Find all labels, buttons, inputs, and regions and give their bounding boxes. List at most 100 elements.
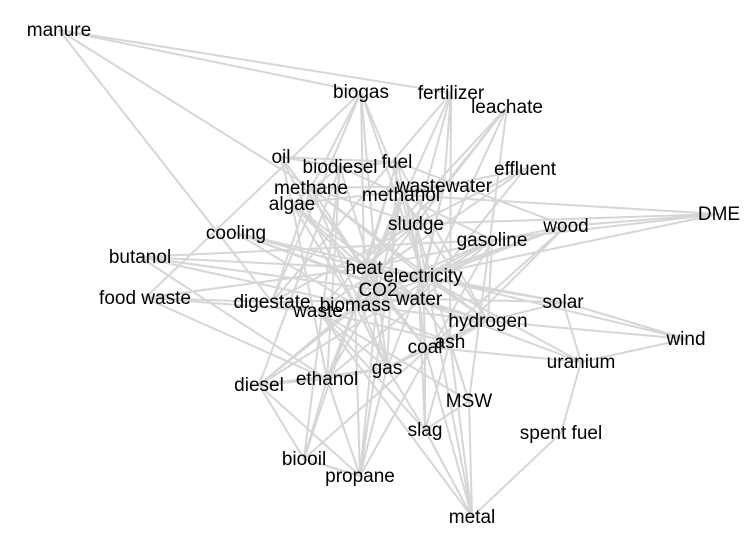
- edge-gas-propane: [359, 367, 388, 477]
- edge-fuel-wood: [396, 161, 567, 227]
- edge-water-solar: [418, 298, 564, 303]
- node-label-biomass: biomass: [320, 295, 391, 316]
- edge-gasoline-co2: [377, 239, 493, 291]
- node-label-spent-fuel: spent fuel: [520, 423, 602, 444]
- node-label-butanol: butanol: [109, 247, 171, 268]
- edge-methanol-electricity: [400, 194, 424, 277]
- node-label-gas: gas: [372, 358, 403, 379]
- edge-food-waste-waste: [144, 297, 319, 312]
- edge-coal-gas: [386, 346, 426, 369]
- edge-gas-slag: [386, 367, 426, 431]
- edge-methanol-biomass: [354, 194, 402, 306]
- edge-gasoline-hydrogen: [487, 239, 493, 322]
- edge-butanol-co2: [139, 256, 379, 291]
- edge-effluent-water: [418, 168, 526, 300]
- node-label-coal: coal: [408, 337, 443, 358]
- edge-algae-heat: [291, 203, 365, 269]
- edge-leachate-water: [418, 106, 508, 300]
- node-label-fuel: fuel: [382, 152, 413, 173]
- edge-uranium-spent-fuel: [560, 361, 582, 434]
- edge-biogas-methane: [310, 91, 362, 189]
- edge-digestate-water: [271, 298, 420, 303]
- edge-layer: [58, 29, 720, 518]
- node-label-solar: solar: [542, 292, 584, 313]
- edge-dme-wood: [565, 213, 720, 227]
- edge-digestate-methane: [271, 187, 312, 303]
- edge-biomass-hydrogen: [354, 304, 489, 322]
- edge-methane-wastewater: [310, 185, 445, 189]
- edge-cooling-heat: [235, 232, 365, 269]
- node-label-methanol: methanol: [362, 185, 440, 206]
- edge-wastewater-algae: [291, 185, 445, 205]
- edge-manure-digestate: [58, 29, 273, 303]
- edge-wood-heat: [363, 225, 567, 269]
- edge-waste-ash: [317, 310, 451, 343]
- edge-fertilizer-sludge: [415, 92, 452, 225]
- edge-msw-slag: [424, 400, 470, 431]
- node-label-leachate: leachate: [471, 97, 543, 118]
- edge-biodiesel-algae: [291, 166, 341, 205]
- node-label-uranium: uranium: [547, 352, 616, 373]
- node-label-effluent: effluent: [494, 159, 557, 180]
- edge-heat-water: [363, 267, 420, 300]
- edge-oil-algae: [280, 156, 293, 205]
- node-label-dme: DME: [698, 204, 740, 225]
- edge-methanol-co2: [377, 194, 402, 291]
- node-label-heat: heat: [346, 258, 384, 279]
- edge-waste-msw: [317, 310, 470, 402]
- edge-effluent-sludge: [415, 168, 526, 225]
- edge-food-waste-ethanol: [144, 297, 328, 380]
- edge-solar-hydrogen: [487, 301, 564, 322]
- edge-butanol-heat: [139, 256, 365, 269]
- edge-water-biomass: [354, 298, 420, 306]
- edge-biooil-propane: [303, 458, 361, 477]
- edge-ash-coal: [424, 341, 451, 348]
- edge-ash-slag: [424, 341, 451, 431]
- node-label-fertilizer: fertilizer: [418, 83, 485, 104]
- edge-diesel-propane: [258, 384, 361, 477]
- edge-msw-metal: [468, 400, 473, 518]
- edge-butanol-ethanol: [139, 256, 328, 380]
- edge-ethanol-diesel: [258, 378, 328, 386]
- edge-solar-uranium: [562, 301, 582, 363]
- node-label-diesel: diesel: [234, 375, 284, 396]
- edge-propane-methanol: [359, 194, 402, 477]
- edge-manure-methane: [58, 29, 312, 189]
- edge-electricity-wind: [422, 275, 687, 340]
- edge-heat-biomass: [354, 267, 365, 306]
- edge-biodiesel-methanol: [339, 166, 402, 196]
- edge-fuel-gas: [386, 161, 398, 369]
- node-label-co2: CO2: [358, 280, 397, 301]
- node-label-msw: MSW: [446, 391, 493, 412]
- edge-biomass-diesel: [258, 304, 356, 386]
- edge-butanol-biomass: [139, 256, 356, 306]
- edge-solar-wind: [562, 301, 687, 340]
- edge-biodiesel-fuel: [339, 161, 398, 168]
- node-label-digestate: digestate: [233, 292, 310, 313]
- edge-uranium-wind: [580, 338, 687, 363]
- node-label-wood: wood: [542, 216, 588, 237]
- node-label-propane: propane: [325, 466, 395, 487]
- node-label-sludge: sludge: [388, 214, 444, 235]
- edge-ash-metal: [449, 341, 473, 518]
- node-label-water: water: [395, 289, 443, 310]
- edge-biomass-propane: [354, 304, 361, 477]
- edge-fertilizer-ash: [449, 92, 452, 343]
- edge-water-ash: [418, 298, 451, 343]
- edge-oil-fuel: [280, 156, 398, 163]
- edge-hydrogen-wind: [487, 320, 687, 340]
- edge-digestate-waste: [271, 301, 319, 312]
- edge-electricity-co2: [377, 275, 424, 291]
- node-label-metal: metal: [449, 507, 495, 528]
- edge-sludge-heat: [363, 223, 417, 269]
- edge-algae-biomass: [291, 203, 356, 306]
- edge-gas-ethanol: [326, 367, 388, 380]
- edge-co2-propane: [359, 289, 379, 477]
- node-label-gasoline: gasoline: [457, 230, 528, 251]
- node-label-biooil: biooil: [282, 449, 326, 470]
- edge-food-waste-biogas: [144, 91, 362, 299]
- node-label-methane: methane: [274, 178, 348, 199]
- edge-sludge-slag: [415, 223, 426, 431]
